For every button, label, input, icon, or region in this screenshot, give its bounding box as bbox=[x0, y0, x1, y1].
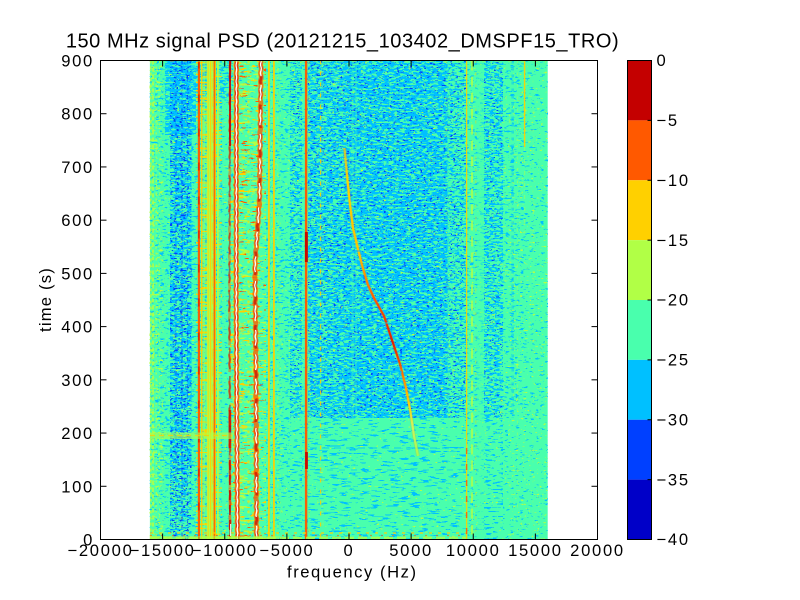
svg-text:0: 0 bbox=[83, 531, 94, 550]
svg-text:600: 600 bbox=[61, 211, 94, 230]
svg-text:100: 100 bbox=[61, 477, 94, 496]
svg-text:−5: −5 bbox=[657, 111, 679, 130]
svg-text:time (s): time (s) bbox=[36, 267, 55, 332]
svg-text:0: 0 bbox=[344, 541, 355, 560]
svg-text:−20: −20 bbox=[657, 291, 690, 310]
svg-text:−5000: −5000 bbox=[259, 541, 314, 560]
svg-text:−25: −25 bbox=[657, 351, 690, 370]
svg-text:150 MHz signal PSD (20121215_1: 150 MHz signal PSD (20121215_103402_DMSP… bbox=[66, 31, 619, 53]
svg-text:−10: −10 bbox=[657, 171, 690, 190]
svg-text:−15000: −15000 bbox=[130, 541, 196, 560]
svg-text:20000: 20000 bbox=[570, 541, 625, 560]
svg-text:900: 900 bbox=[61, 52, 94, 71]
svg-text:−10000: −10000 bbox=[192, 541, 258, 560]
svg-text:−20000: −20000 bbox=[67, 541, 133, 560]
svg-text:−30: −30 bbox=[657, 410, 690, 429]
svg-text:15000: 15000 bbox=[508, 541, 563, 560]
svg-text:0: 0 bbox=[657, 51, 668, 70]
svg-text:5000: 5000 bbox=[389, 541, 433, 560]
svg-text:500: 500 bbox=[61, 264, 94, 283]
svg-text:−40: −40 bbox=[657, 530, 690, 549]
svg-text:800: 800 bbox=[61, 105, 94, 124]
svg-text:10000: 10000 bbox=[446, 541, 501, 560]
svg-text:−35: −35 bbox=[657, 470, 690, 489]
svg-text:700: 700 bbox=[61, 158, 94, 177]
svg-text:frequency (Hz): frequency (Hz) bbox=[287, 562, 418, 581]
svg-text:200: 200 bbox=[61, 424, 94, 443]
svg-text:400: 400 bbox=[61, 318, 94, 337]
svg-text:300: 300 bbox=[61, 371, 94, 390]
svg-text:−15: −15 bbox=[657, 231, 690, 250]
